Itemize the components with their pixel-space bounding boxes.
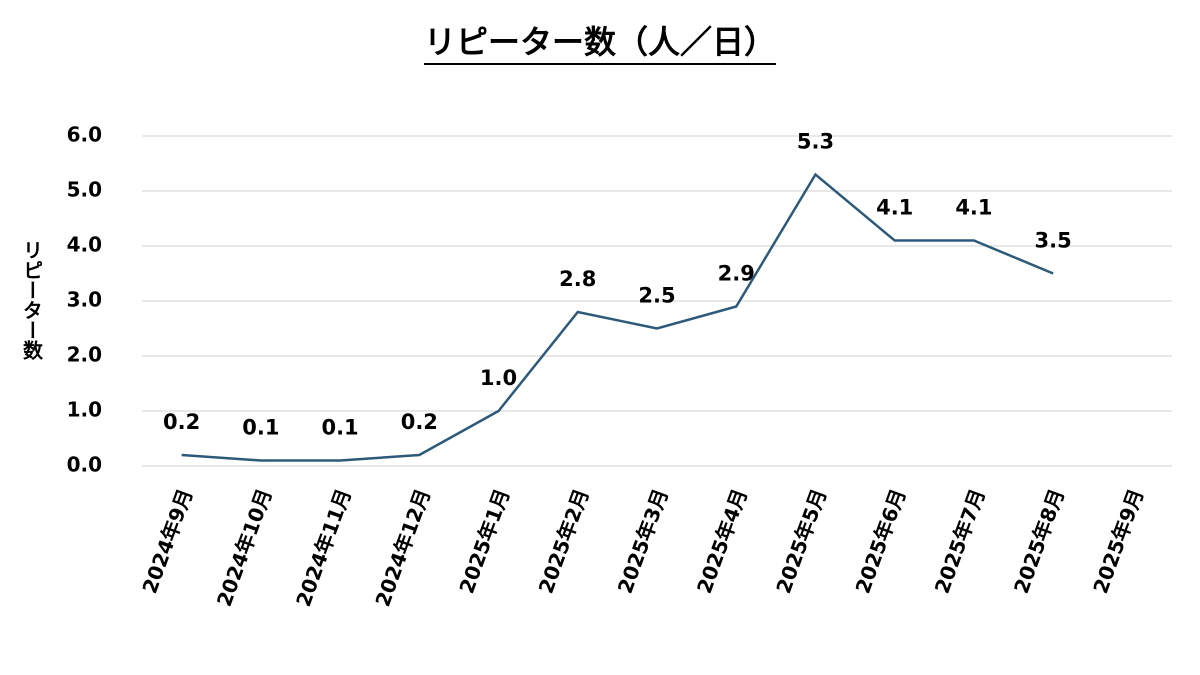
x-tick-label: 2025年5月 [771,485,831,596]
value-label: 2.9 [718,262,755,286]
x-tick-label: 2025年8月 [1009,485,1069,596]
y-tick-label: 4.0 [67,233,102,257]
x-tick-label: 2025年4月 [692,485,752,596]
y-tick-label: 3.0 [67,288,102,312]
value-label: 0.2 [163,410,200,434]
x-tick-label: 2025年6月 [851,485,911,596]
value-label: 0.1 [321,416,358,440]
value-label: 4.1 [876,196,913,220]
y-tick-label: 2.0 [67,343,102,367]
y-tick-label: 1.0 [67,398,102,422]
x-tick-label: 2025年9月 [1088,485,1148,596]
value-label: 0.2 [401,410,438,434]
value-label: 2.5 [638,284,675,308]
x-tick-label: 2024年10月 [212,485,277,609]
y-tick-label: 5.0 [67,178,102,202]
x-tick-label: 2025年7月 [930,485,990,596]
value-label: 2.8 [559,267,596,291]
y-axis-label: リピーター数 [20,240,44,361]
line [181,172,1054,462]
chart-title: リピーター数（人／日） [424,23,776,61]
x-tick-label: 2024年12月 [370,485,435,609]
x-tick-label: 2025年3月 [613,485,673,596]
value-label: 5.3 [797,130,834,154]
value-label: 1.0 [480,366,517,390]
y-tick-label: 6.0 [67,123,102,147]
value-label: 4.1 [955,196,992,220]
x-tick-label: 2025年1月 [454,485,514,596]
y-tick-label: 0.0 [67,453,102,477]
value-label: 0.1 [242,416,279,440]
value-label: 3.5 [1035,229,1072,253]
x-tick-label: 2024年9月 [137,485,197,596]
x-tick-label: 2025年2月 [534,485,594,596]
x-tick-label: 2024年11月 [291,485,356,609]
